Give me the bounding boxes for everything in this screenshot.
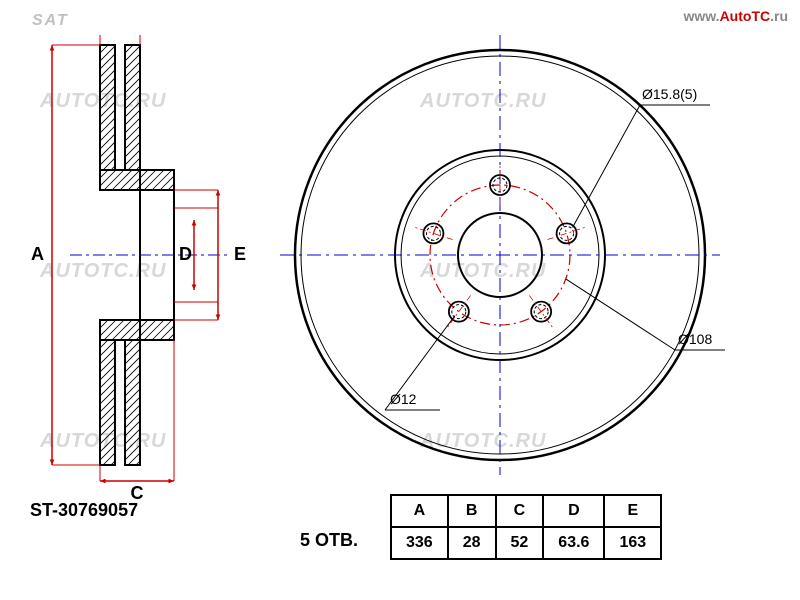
table-value-cell: 163 (604, 527, 661, 559)
svg-text:Ø108: Ø108 (678, 331, 712, 347)
table-value-cell: 28 (448, 527, 496, 559)
table-value-cell: 336 (391, 527, 448, 559)
table-header-cell: B (448, 495, 496, 527)
part-number: ST-30769057 (30, 500, 138, 521)
table-header-cell: D (543, 495, 604, 527)
dimensions-table: ABCDE 336285263.6163 (390, 494, 662, 560)
svg-text:D: D (179, 244, 192, 264)
svg-text:Ø15.8(5): Ø15.8(5) (642, 86, 697, 102)
brand-logo: SAT (32, 12, 69, 30)
holes-count-label: 5 ОТВ. (300, 530, 358, 551)
table-header-cell: C (496, 495, 544, 527)
svg-text:A: A (31, 244, 44, 264)
table-header-cell: A (391, 495, 448, 527)
table-value-cell: 52 (496, 527, 544, 559)
front-view-drawing: Ø15.8(5) Ø108 Ø12 (270, 10, 800, 530)
table-values-row: 336285263.6163 (391, 527, 661, 559)
svg-text:Ø12: Ø12 (390, 391, 417, 407)
table-header-cell: E (604, 495, 661, 527)
table-value-cell: 63.6 (543, 527, 604, 559)
svg-text:E: E (234, 244, 246, 264)
table-header-row: ABCDE (391, 495, 661, 527)
side-view-drawing: ABCDE (30, 35, 290, 515)
